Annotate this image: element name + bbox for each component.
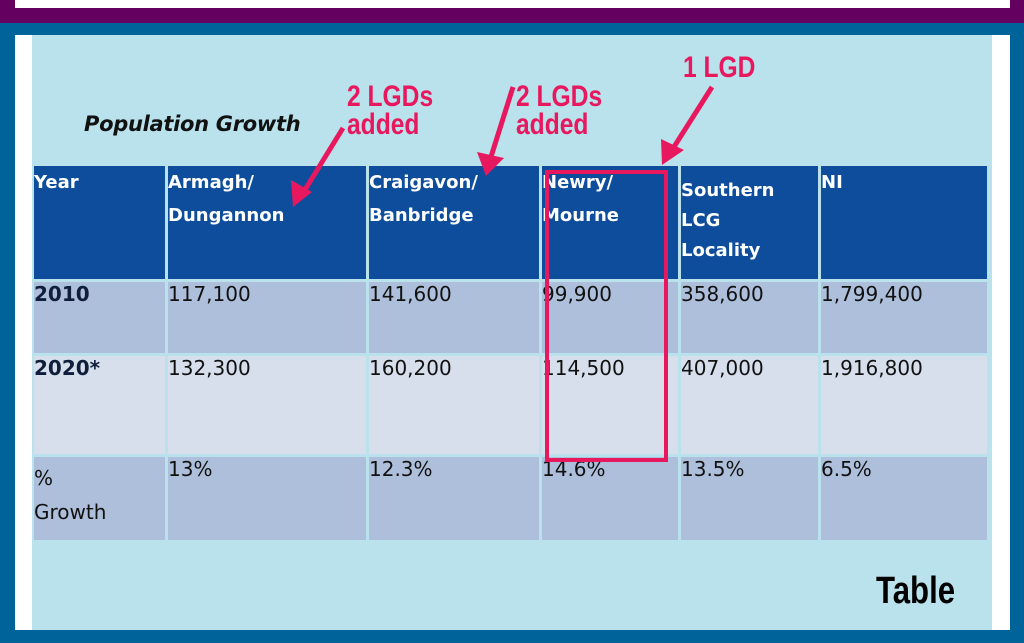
table-cell: 117,100 bbox=[168, 282, 366, 353]
header-text: Locality bbox=[681, 240, 761, 261]
header-text: NI bbox=[821, 172, 843, 193]
header-text: Mourne bbox=[542, 205, 619, 226]
header-text: LCG bbox=[681, 210, 721, 231]
table-cell: 160,200 bbox=[369, 356, 539, 454]
annotation-line: 2 LGDs bbox=[516, 80, 603, 113]
arrow-head-armagh bbox=[291, 180, 312, 207]
population-table: Year Armagh/ Dungannon Craigavon/ Banbri… bbox=[31, 163, 990, 543]
annotation-line: 1 LGD bbox=[683, 51, 756, 84]
table-cell: 141,600 bbox=[369, 282, 539, 353]
table-cell: 1,799,400 bbox=[821, 282, 987, 353]
row-label-line: % bbox=[34, 466, 54, 490]
annotation-line: added bbox=[516, 108, 589, 141]
table-cell: 13% bbox=[168, 457, 366, 540]
annotation-craigavon: 2 LGDs added bbox=[516, 80, 603, 141]
row-label-line: Growth bbox=[34, 500, 107, 524]
header-newry-mourne: Newry/ Mourne bbox=[542, 166, 678, 279]
table-cell: 6.5% bbox=[821, 457, 987, 540]
header-southern-lcg: Southern LCG Locality bbox=[681, 166, 818, 279]
table-row: 2010 117,100 141,600 99,900 358,600 1,79… bbox=[34, 282, 987, 353]
arrow-line-newry bbox=[669, 85, 715, 152]
annotation-newry: 1 LGD bbox=[683, 51, 756, 84]
slide-title: Population Growth bbox=[84, 112, 301, 136]
header-year: Year bbox=[34, 166, 165, 279]
arrow-line-armagh bbox=[300, 126, 346, 195]
header-text: Dungannon bbox=[168, 205, 285, 226]
table-cell: 99,900 bbox=[542, 282, 678, 353]
header-ni: NI bbox=[821, 166, 987, 279]
table-row: % Growth 13% 12.3% 14.6% 13.5% 6.5% bbox=[34, 457, 987, 540]
row-label: % Growth bbox=[34, 457, 165, 540]
header-armagh-dungannon: Armagh/ Dungannon bbox=[168, 166, 366, 279]
header-text: Southern bbox=[681, 180, 775, 201]
table-cell: 1,916,800 bbox=[821, 356, 987, 454]
table-cell: 132,300 bbox=[168, 356, 366, 454]
table-cell: 114,500 bbox=[542, 356, 678, 454]
header-craigavon-banbridge: Craigavon/ Banbridge bbox=[369, 166, 539, 279]
table-row: 2020* 132,300 160,200 114,500 407,000 1,… bbox=[34, 356, 987, 454]
table-cell: 407,000 bbox=[681, 356, 818, 454]
purple-right-edge bbox=[1010, 0, 1024, 23]
row-label: 2010 bbox=[34, 282, 165, 353]
table-cell: 13.5% bbox=[681, 457, 818, 540]
arrow-head-craigavon bbox=[477, 152, 504, 176]
table-cell: 358,600 bbox=[681, 282, 818, 353]
header-text: Banbridge bbox=[369, 205, 474, 226]
arrow-line-craigavon bbox=[487, 86, 516, 161]
header-text: Armagh/ bbox=[168, 172, 254, 193]
purple-left-edge bbox=[0, 0, 15, 23]
header-text: Craigavon/ bbox=[369, 172, 478, 193]
table-header-row: Year Armagh/ Dungannon Craigavon/ Banbri… bbox=[34, 166, 987, 279]
slide-caption: Table bbox=[876, 570, 956, 612]
highlight-box-newry-column bbox=[545, 170, 668, 462]
arrow-head-newry bbox=[661, 139, 684, 165]
header-text: Year bbox=[34, 172, 79, 193]
row-label: 2020* bbox=[34, 356, 165, 454]
annotation-armagh: 2 LGDs added bbox=[347, 80, 434, 141]
table-cell: 12.3% bbox=[369, 457, 539, 540]
annotation-line: added bbox=[347, 108, 420, 141]
header-text: Newry/ bbox=[542, 172, 614, 193]
annotation-line: 2 LGDs bbox=[347, 80, 434, 113]
top-purple-band bbox=[0, 8, 1024, 23]
